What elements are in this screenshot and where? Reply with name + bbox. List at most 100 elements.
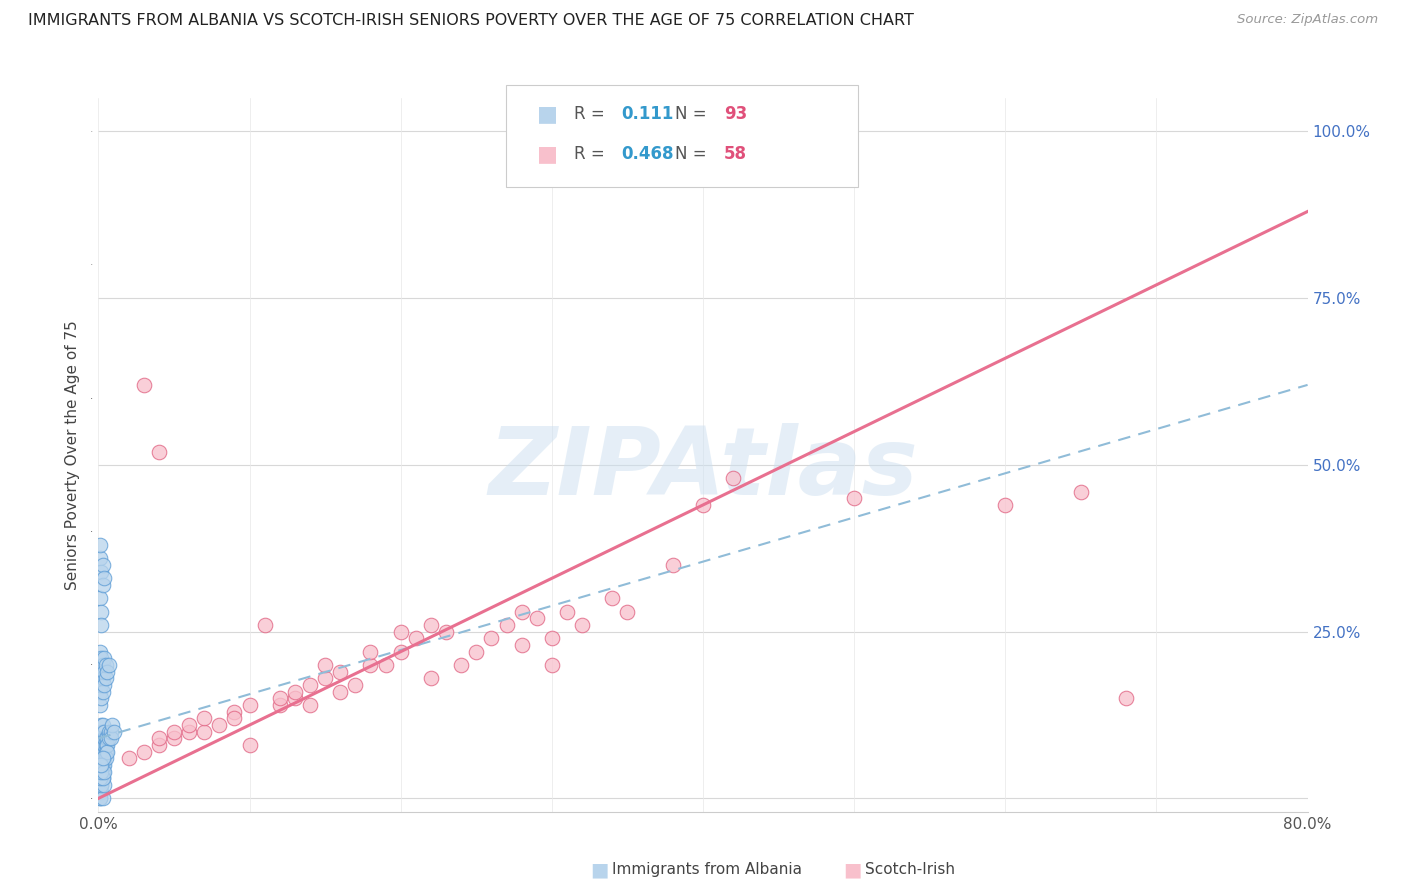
Point [91, 751, 114, 765]
Point [616, 605, 638, 619]
Point [93, 778, 115, 792]
Point [420, 671, 443, 685]
Text: R =: R = [574, 104, 610, 123]
Point [179, 724, 201, 739]
Point [89, 772, 111, 786]
Point [269, 691, 291, 706]
Point [98, 658, 121, 673]
Text: ■: ■ [537, 103, 558, 124]
Point [93, 665, 115, 679]
Point [98, 731, 121, 746]
Point [91, 772, 114, 786]
Point [434, 624, 457, 639]
Point [90, 718, 112, 732]
Point [94, 671, 117, 685]
Point [389, 645, 412, 659]
Point [89, 751, 111, 765]
Point [96, 731, 118, 746]
Point [89, 758, 111, 772]
Point [692, 498, 714, 512]
Point [91, 751, 114, 765]
Point [224, 705, 246, 719]
Point [90, 745, 112, 759]
Point [91, 558, 114, 572]
Text: Immigrants from Albania: Immigrants from Albania [612, 863, 801, 877]
Point [90, 678, 112, 692]
Point [94, 738, 117, 752]
Point [284, 691, 307, 706]
Point [91, 658, 114, 673]
Point [90, 758, 112, 772]
Point [90, 778, 112, 792]
Point [495, 618, 517, 632]
Point [1115, 691, 1137, 706]
Point [100, 731, 122, 746]
Point [89, 764, 111, 779]
Point [93, 678, 115, 692]
Point [90, 751, 112, 765]
Point [90, 618, 112, 632]
Point [239, 698, 262, 712]
Point [89, 758, 111, 772]
Point [90, 758, 112, 772]
Point [89, 738, 111, 752]
Point [89, 645, 111, 659]
Point [148, 731, 170, 746]
Point [89, 684, 111, 698]
Point [91, 718, 114, 732]
Point [314, 671, 336, 685]
Point [93, 724, 115, 739]
Point [420, 618, 443, 632]
Point [96, 738, 118, 752]
Point [179, 718, 201, 732]
Point [93, 731, 115, 746]
Point [90, 691, 112, 706]
Point [193, 711, 215, 725]
Point [118, 751, 141, 765]
Point [90, 778, 112, 792]
Point [91, 671, 114, 685]
Point [91, 731, 114, 746]
Point [90, 764, 112, 779]
Point [89, 671, 111, 685]
Point [94, 731, 117, 746]
Point [299, 678, 322, 692]
Text: 0.468: 0.468 [621, 145, 673, 163]
Point [90, 651, 112, 665]
Point [90, 772, 112, 786]
Point [481, 632, 503, 646]
Point [90, 605, 112, 619]
Text: N =: N = [675, 104, 711, 123]
Point [662, 558, 685, 572]
Point [89, 791, 111, 805]
Text: ■: ■ [844, 860, 862, 880]
Y-axis label: Seniors Poverty Over the Age of 75: Seniors Poverty Over the Age of 75 [65, 320, 80, 590]
Point [91, 772, 114, 786]
Point [90, 738, 112, 752]
Point [94, 751, 117, 765]
Point [510, 605, 533, 619]
Point [91, 764, 114, 779]
Point [96, 665, 118, 679]
Text: N =: N = [675, 145, 711, 163]
Point [571, 618, 593, 632]
Point [540, 658, 562, 673]
Text: ■: ■ [537, 144, 558, 164]
Point [602, 591, 624, 606]
Point [994, 498, 1017, 512]
Text: ZIPAtlas: ZIPAtlas [488, 423, 918, 516]
Point [90, 724, 112, 739]
Point [329, 665, 352, 679]
Point [89, 724, 111, 739]
Point [148, 738, 170, 752]
Point [100, 724, 122, 739]
Point [89, 698, 111, 712]
Point [91, 724, 114, 739]
Point [90, 665, 112, 679]
Point [253, 618, 276, 632]
Text: ■: ■ [591, 860, 609, 880]
Point [405, 632, 427, 646]
Point [93, 764, 115, 779]
Point [89, 745, 111, 759]
Point [90, 565, 112, 579]
